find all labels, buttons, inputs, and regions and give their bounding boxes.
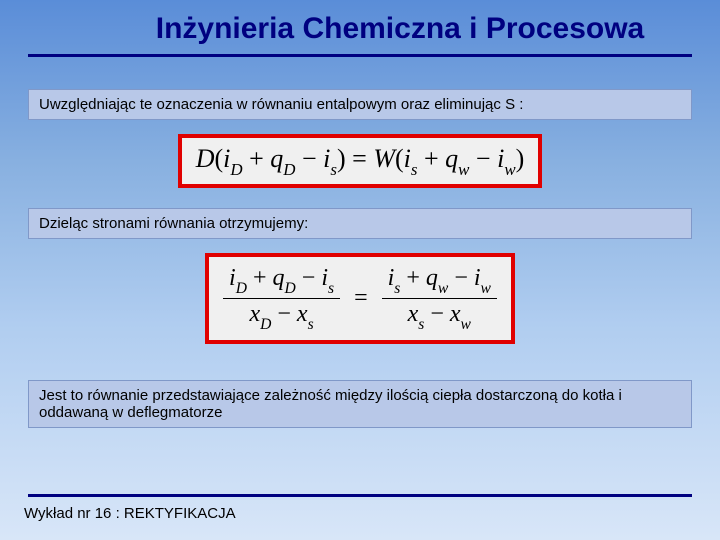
eq2-iw-sub: w xyxy=(481,280,491,297)
eq2-xs-sub: s xyxy=(308,316,314,333)
eq2-qD: q xyxy=(273,265,285,291)
eq2-xw: x xyxy=(450,301,461,327)
eq2-iD: i xyxy=(229,265,236,291)
equation-2: iD + qD − is xD − xs = is + qw − iw xs −… xyxy=(205,253,515,344)
page-title: Inżynieria Chemiczna i Procesowa xyxy=(0,0,720,54)
title-rule xyxy=(28,54,692,57)
eq2-xw-sub: w xyxy=(461,316,471,333)
eq2-lhs: iD + qD − is xD − xs xyxy=(223,265,340,332)
equation-2-wrap: iD + qD − is xD − xs = is + qw − iw xs −… xyxy=(0,253,720,344)
eq2-equals: = xyxy=(346,285,376,311)
intro-text-1: Uwzględniając te oznaczenia w równaniu e… xyxy=(28,89,692,120)
equation-1: D(iD + qD − is) = W(is + qw − iw) xyxy=(178,134,543,188)
eq1-iw-sub: w xyxy=(504,160,515,179)
intro-text-3: Jest to równanie przedstawiające zależno… xyxy=(28,380,692,428)
eq1-is-sub: s xyxy=(330,160,337,179)
footer-text: Wykład nr 16 : REKTYFIKACJA xyxy=(0,497,720,522)
eq2-rhs: is + qw − iw xs − xw xyxy=(382,265,497,332)
eq2-xD: x xyxy=(249,301,260,327)
eq2-is2-sub: s xyxy=(394,280,400,297)
eq1-qw: q xyxy=(445,144,458,173)
eq1-iD-sub: D xyxy=(230,160,242,179)
eq1-D: D xyxy=(196,144,215,173)
eq1-W: W xyxy=(373,144,395,173)
eq2-qw: q xyxy=(426,265,438,291)
eq1-is2-sub: s xyxy=(411,160,418,179)
intro-text-2: Dzieląc stronami równania otrzymujemy: xyxy=(28,208,692,239)
eq2-iw: i xyxy=(474,265,481,291)
eq2-qD-sub: D xyxy=(285,280,296,297)
equation-1-wrap: D(iD + qD − is) = W(is + qw − iw) xyxy=(0,134,720,188)
eq2-is-sub: s xyxy=(328,280,334,297)
eq2-is: i xyxy=(321,265,328,291)
eq2-qw-sub: w xyxy=(438,280,448,297)
eq2-xD-sub: D xyxy=(260,316,271,333)
eq1-qw-sub: w xyxy=(458,160,469,179)
eq2-iD-sub: D xyxy=(236,280,247,297)
eq1-qD: q xyxy=(270,144,283,173)
eq1-qD-sub: D xyxy=(283,160,295,179)
eq1-is2: i xyxy=(404,144,411,173)
eq2-xs: x xyxy=(297,301,308,327)
eq2-xs2: x xyxy=(408,301,419,327)
eq2-xs2-sub: s xyxy=(418,316,424,333)
